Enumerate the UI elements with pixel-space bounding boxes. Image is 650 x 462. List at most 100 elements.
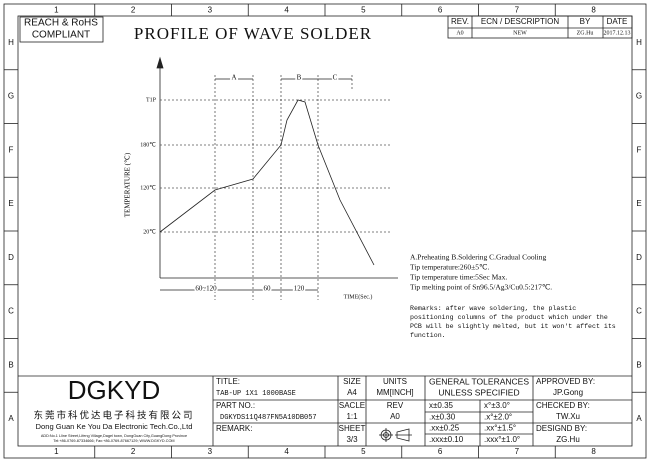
note-line: Tip temperature:260±5℃. xyxy=(410,263,489,272)
company-chinese-name: 东莞市科优达电子科技有限公司 xyxy=(33,410,194,422)
tolerance-value: x±0.35 xyxy=(429,401,454,410)
phase-label: A xyxy=(231,74,236,82)
row-label: E xyxy=(636,199,641,208)
field-value: ZG.Hu xyxy=(556,435,580,444)
row-label: B xyxy=(636,360,641,369)
rev-header: DATE xyxy=(607,17,628,26)
field-label: PART NO.: xyxy=(216,401,255,410)
row-label: H xyxy=(8,38,14,47)
rev-cell: 2017.12.13 xyxy=(604,30,631,36)
solder-profile: A B C 60~120 60 120 T1P 180℃ 120℃ 20℃ TE… xyxy=(124,56,398,300)
temperature-label: 120℃ xyxy=(140,185,156,191)
field-label: REV xyxy=(387,401,404,410)
column-label: 4 xyxy=(284,447,289,456)
note-line: Tip melting point of Sn96.5/Ag3/Cu0.5:21… xyxy=(410,283,552,292)
row-label: C xyxy=(636,307,642,316)
field-label: SIZE xyxy=(343,377,361,386)
compliance-box xyxy=(19,16,104,43)
x-axis-label: TIME(Sec.) xyxy=(344,293,373,300)
column-label: 2 xyxy=(131,6,136,15)
field-value: TW.Xu xyxy=(556,412,580,421)
phase-label: B xyxy=(297,74,302,82)
field-label: SHEET xyxy=(339,424,366,433)
field-value: A4 xyxy=(347,388,357,397)
column-label: 8 xyxy=(591,447,596,456)
column-label: 8 xyxy=(591,6,596,15)
field-label: TITLE: xyxy=(216,377,240,386)
rev-cell: A0 xyxy=(456,30,463,36)
row-label: E xyxy=(8,199,13,208)
duration-label: 120 xyxy=(294,285,305,293)
company-contact: Tel:+86-0769-87334666; Fax:+86-0769-8766… xyxy=(53,439,174,443)
column-label: 6 xyxy=(438,6,443,15)
column-label: 5 xyxy=(361,6,366,15)
row-label: F xyxy=(637,145,642,154)
field-value: MM[INCH] xyxy=(376,388,413,397)
column-label: 7 xyxy=(515,447,520,456)
remark-line: function. xyxy=(410,332,446,339)
tolerance-value: .x±0.30 xyxy=(429,412,456,421)
compliance-text: REACH & RoHS xyxy=(24,18,98,29)
tolerance-grid: x±0.35 x°±3.0° .x±0.30 .x°±2.0° .xx±0.25 .xx°… xyxy=(429,401,520,444)
title-block: DGKYD 东莞市科优达电子科技有限公司 Dong Guan Ke You Da… xyxy=(18,375,632,446)
note-line: Tip temperature time:5Sec Max. xyxy=(410,273,507,282)
temperature-label: T1P xyxy=(146,97,157,103)
tolerance-value: .x°±2.0° xyxy=(484,412,512,421)
rev-header: ECN / DESCRIPTION xyxy=(481,17,559,26)
drawing-title: PROFILE OF WAVE SOLDER xyxy=(134,24,372,43)
column-label: 5 xyxy=(361,447,366,456)
row-label: H xyxy=(636,38,642,47)
note-line: A.Preheating B.Soldering C.Gradual Cooli… xyxy=(410,253,546,262)
field-value: TAB-UP 1X1 1000BASE xyxy=(216,390,296,398)
column-label: 6 xyxy=(438,447,443,456)
company-logo: DGKYD xyxy=(68,375,160,405)
phase-label: C xyxy=(333,74,338,82)
company-address: ADD:No.1 Lline Street,Lifeng Village,Dag… xyxy=(41,434,187,438)
field-value: A0 xyxy=(390,412,400,421)
tolerance-value: .xx±0.25 xyxy=(429,424,460,433)
row-label: D xyxy=(636,253,642,262)
column-label: 3 xyxy=(208,447,213,456)
rev-cell: ZG.Hu xyxy=(577,30,594,36)
rev-header: REV. xyxy=(451,17,469,26)
row-label: F xyxy=(9,145,14,154)
compliance-text: COMPLIANT xyxy=(32,30,90,41)
tolerance-header: UNLESS SPECIFIED xyxy=(438,387,519,397)
company-english-name: Dong Guan Ke You Da Electronic Tech.Co.,… xyxy=(36,422,193,431)
remarks: Remarks: after wave soldering, the plast… xyxy=(410,305,616,339)
column-label: 3 xyxy=(208,6,213,15)
tolerance-value: .xxx°±1.0° xyxy=(484,435,520,444)
column-label: 1 xyxy=(54,6,59,15)
tolerance-value: x°±3.0° xyxy=(484,401,510,410)
field-label: CHECKED BY: xyxy=(536,401,590,410)
projection-symbol xyxy=(379,428,412,442)
rev-frame xyxy=(447,15,633,39)
grid-divisions: 1 1 2 2 3 3 4 4 5 5 6 6 7 7 8 8 H H G G F F E E D D C C B B A A xyxy=(4,4,646,458)
tolerance-value: .xxx±0.10 xyxy=(429,435,464,444)
field-label: APPROVED BY: xyxy=(536,377,595,386)
field-label: SACLE xyxy=(339,401,365,410)
profile-curve xyxy=(159,99,375,266)
y-axis-label: TEMPERATURE (℃) xyxy=(124,152,132,217)
temperature-label: 180℃ xyxy=(140,142,156,148)
field-value: JP.Gong xyxy=(553,388,583,397)
field-value: DGKYDS11Q487FN5A10DB057 xyxy=(220,414,317,422)
rev-cell: NEW xyxy=(513,30,527,36)
row-label: C xyxy=(8,307,14,316)
column-label: 4 xyxy=(284,6,289,15)
tolerance-value: .xx°±1.5° xyxy=(484,424,516,433)
row-label: D xyxy=(8,253,14,262)
remark-line: positioning columns of the product which… xyxy=(410,314,608,321)
field-label: DESIGND BY: xyxy=(536,424,587,433)
field-value: 1:1 xyxy=(346,412,358,421)
rev-header: BY xyxy=(580,17,591,26)
row-label: A xyxy=(636,414,642,423)
row-label: B xyxy=(8,360,13,369)
revision-table: REV. ECN / DESCRIPTION BY DATE A0 NEW ZG… xyxy=(447,15,633,39)
duration-label: 60 xyxy=(264,285,272,293)
temperature-label: 20℃ xyxy=(143,229,156,235)
tolerance-header: GENERAL TOLERANCES xyxy=(429,376,529,386)
column-label: 1 xyxy=(54,447,59,456)
column-label: 7 xyxy=(515,6,520,15)
